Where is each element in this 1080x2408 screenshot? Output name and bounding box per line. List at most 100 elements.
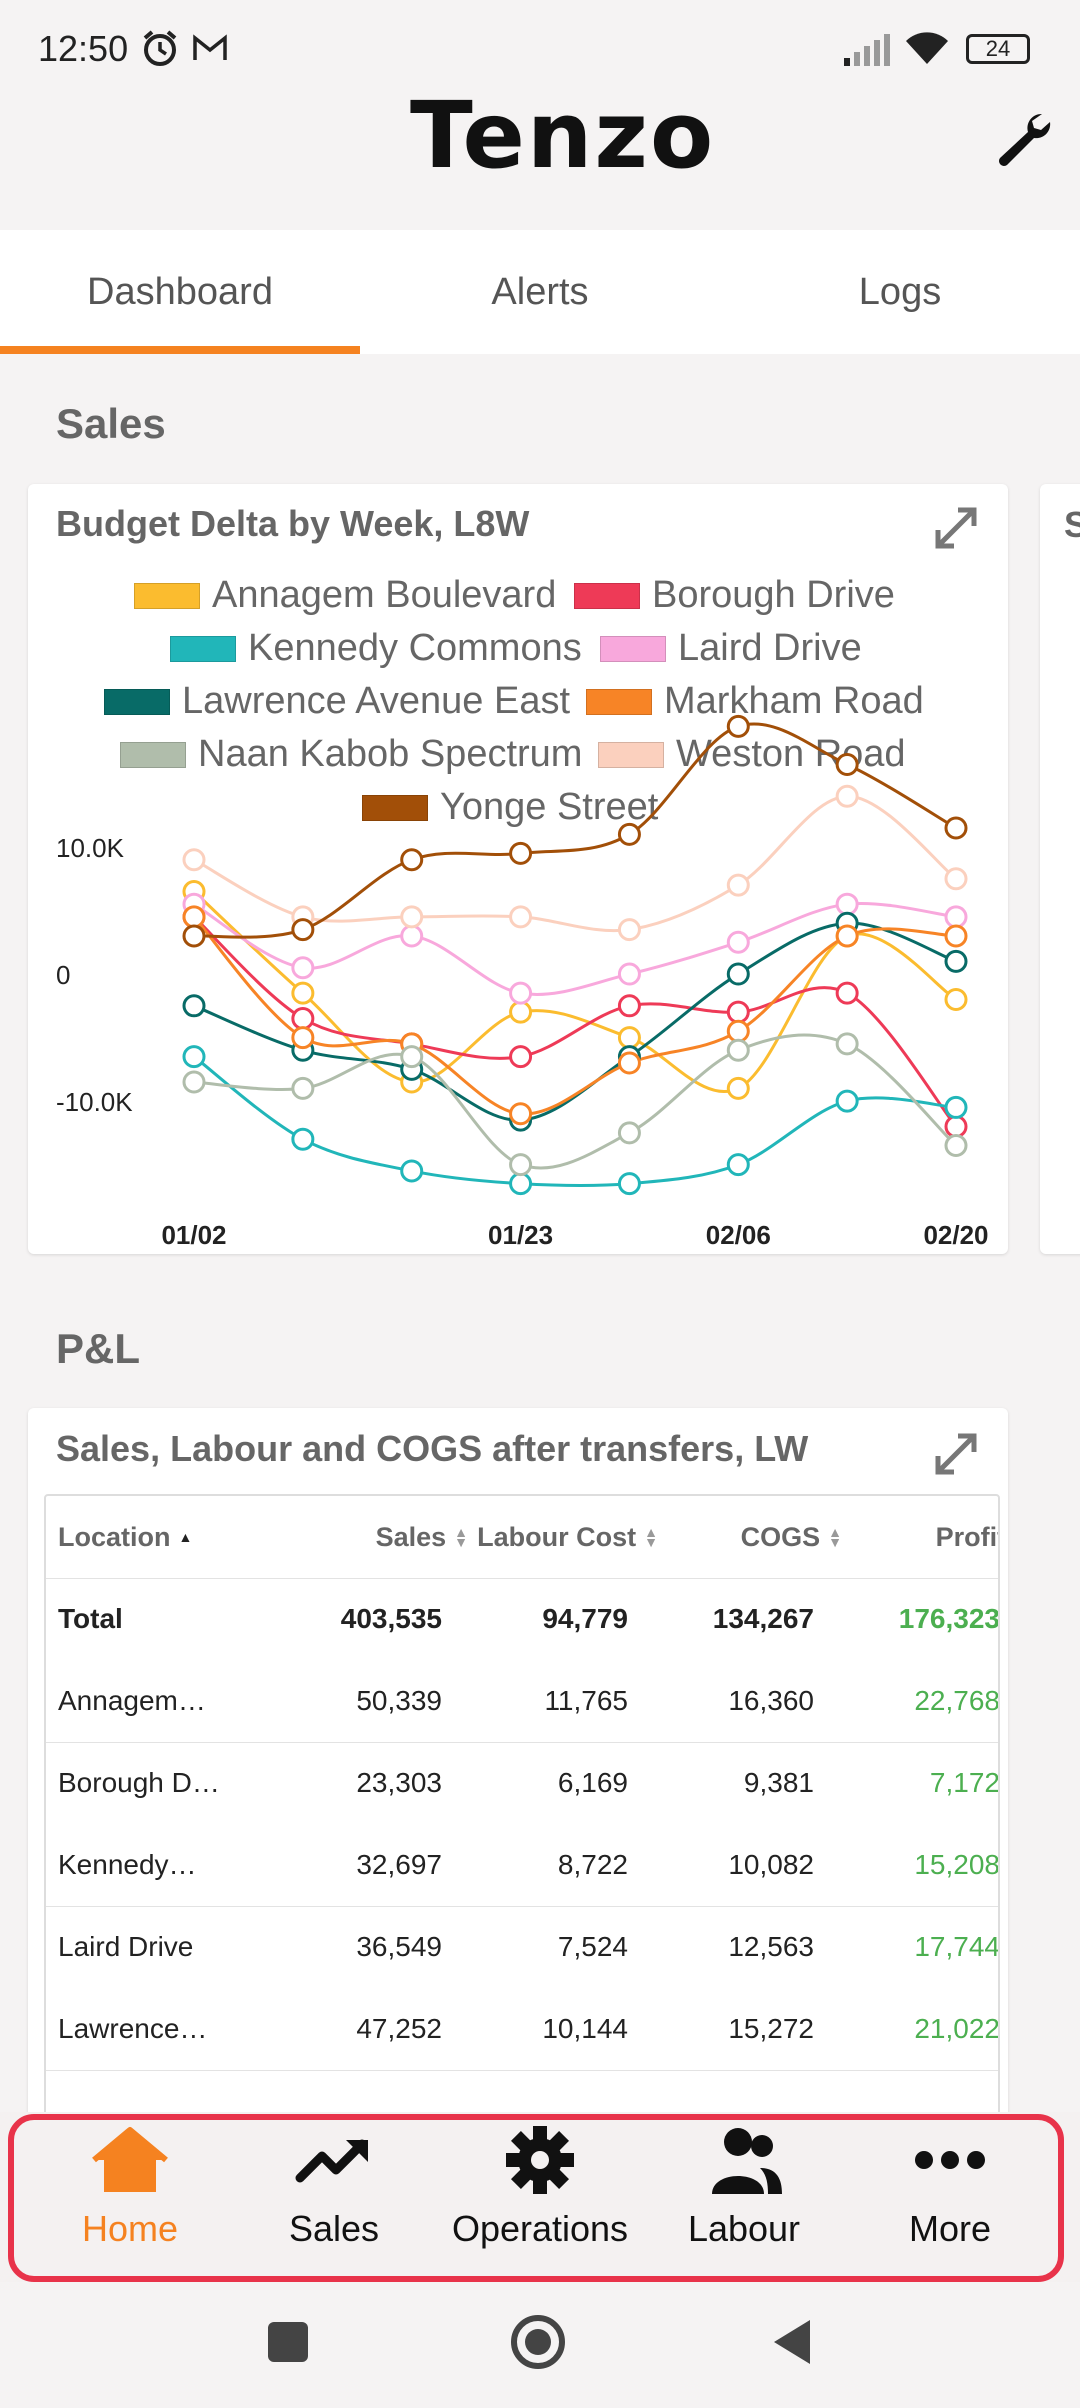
tab-alerts[interactable]: Alerts: [491, 270, 589, 313]
series-line: [193, 1055, 957, 1188]
data-point: [182, 924, 206, 948]
cell-location: Borough D…: [58, 1767, 220, 1798]
gear-icon: [506, 2126, 574, 2194]
tab-logs[interactable]: Logs: [858, 270, 942, 313]
cell-sales: 36,549: [356, 1931, 442, 1962]
row-divider: [46, 1578, 998, 1579]
data-point: [291, 956, 315, 980]
data-point: [835, 924, 859, 948]
nav-more[interactable]: More: [850, 2124, 1050, 2274]
legend-item[interactable]: Weston Road: [598, 733, 906, 776]
expand-icon[interactable]: [930, 1428, 982, 1480]
sort-asc-icon: ▲: [178, 1529, 193, 1545]
nav-sales[interactable]: Sales: [234, 2124, 434, 2274]
bottom-nav-highlight: [8, 2114, 1064, 2282]
data-point: [400, 848, 424, 872]
cell-sales: 23,303: [356, 1767, 442, 1798]
nav-label: More: [908, 2208, 992, 2249]
wrench-icon[interactable]: [994, 110, 1054, 170]
sort-icon: ▲ ▼: [828, 1524, 842, 1550]
tab-bar: Dashboard Alerts Logs: [0, 230, 1080, 354]
cell-sales: 47,252: [356, 2013, 442, 2044]
legend-swatch: [134, 582, 200, 609]
back-button[interactable]: [770, 2318, 814, 2366]
pl-section-title: P&L: [56, 1325, 140, 1372]
data-point: [291, 1007, 315, 1031]
nav-label: Operations: [451, 2208, 629, 2249]
cell-profit: 21,022: [914, 2013, 1000, 2044]
legend-item[interactable]: Markham Road: [586, 680, 924, 723]
sort-icon: ▲ ▼: [644, 1524, 658, 1550]
row-divider: [46, 2070, 998, 2071]
nav-labour[interactable]: Labour: [644, 2124, 844, 2274]
data-point: [835, 1032, 859, 1056]
data-point: [835, 784, 859, 808]
data-point: [617, 994, 641, 1018]
budget-delta-chart: 10.0K 0 -10.0K 01/02 01/23 02/06 02/20: [56, 714, 989, 1250]
nav-label: Labour: [687, 2208, 801, 2249]
budget-delta-title: Budget Delta by Week, L8W: [56, 503, 530, 544]
data-point: [400, 1159, 424, 1183]
legend-swatch: [104, 688, 170, 715]
column-header-sales[interactable]: Sales ▲ ▼: [375, 1521, 468, 1552]
nav-operations[interactable]: Operations: [440, 2124, 640, 2274]
cell-labour: 11,765: [544, 1685, 628, 1716]
table-row[interactable]: Lawrence… 47,252 10,144 15,272 21,022: [46, 1988, 998, 2070]
cell-cogs: 10,082: [728, 1849, 814, 1880]
data-point: [291, 1026, 315, 1050]
nav-home[interactable]: Home: [30, 2124, 230, 2274]
legend-item[interactable]: Kennedy Commons: [170, 627, 582, 670]
battery-level: 24: [985, 36, 1011, 61]
y-tick-label: -10.0K: [56, 1087, 133, 1117]
table-row-total[interactable]: Total 403,535 94,779 134,267 176,323: [46, 1578, 998, 1660]
wifi-icon: [906, 32, 948, 64]
cell-location: Laird Drive: [58, 1931, 194, 1962]
legend-item[interactable]: Laird Drive: [600, 627, 862, 670]
column-header-location[interactable]: Location ▲: [58, 1521, 193, 1552]
legend-item[interactable]: Borough Drive: [574, 574, 895, 617]
cell-location: Lawrence…: [58, 2013, 208, 2044]
data-point: [726, 1000, 750, 1024]
column-header-profit[interactable]: Profit▲▼: [935, 1521, 1000, 1552]
recents-button[interactable]: [268, 2322, 308, 2362]
y-tick-label: 10.0K: [56, 833, 125, 863]
column-header-cogs[interactable]: COGS ▲ ▼: [740, 1521, 842, 1552]
legend-item[interactable]: Lawrence Avenue East: [104, 680, 570, 723]
legend-item[interactable]: Annagem Boulevard: [134, 574, 556, 617]
cell-location: Annagem…: [58, 1685, 206, 1716]
data-point: [835, 1089, 859, 1113]
status-time: 12:50: [38, 28, 129, 69]
signal-icon: [844, 34, 890, 66]
expand-icon[interactable]: [930, 502, 982, 554]
table-row[interactable]: Laird Drive 36,549 7,524 12,563 17,744: [46, 1906, 998, 1988]
gmail-icon: [193, 34, 227, 60]
next-card-peek[interactable]: S: [1040, 484, 1080, 1254]
legend-swatch: [170, 635, 236, 662]
data-point: [726, 1038, 750, 1062]
data-point: [617, 1051, 641, 1075]
cell-cogs: 12,563: [728, 1931, 814, 1962]
data-point: [400, 924, 424, 948]
data-point: [509, 905, 533, 929]
x-tick-label: 02/06: [706, 1220, 771, 1250]
home-icon: [92, 2127, 168, 2192]
row-divider: [46, 1742, 998, 1743]
legend-item[interactable]: Yonge Street: [362, 786, 658, 829]
data-point: [182, 1070, 206, 1094]
table-row[interactable]: Annagem… 50,339 11,765 16,360 22,768: [46, 1660, 998, 1742]
cell-labour: 10,144: [542, 2013, 628, 2044]
data-point: [509, 1153, 533, 1177]
table-row[interactable]: Borough D… 23,303 6,169 9,381 7,172: [46, 1742, 998, 1824]
y-tick-label: 0: [56, 960, 70, 990]
battery-icon: 24: [966, 34, 1030, 64]
tab-dashboard[interactable]: Dashboard: [87, 270, 273, 313]
legend-swatch: [362, 794, 428, 821]
cell-cogs: 16,360: [728, 1685, 814, 1716]
x-tick-label: 01/23: [488, 1220, 553, 1250]
home-system-button[interactable]: [510, 2314, 566, 2370]
legend-item[interactable]: Naan Kabob Spectrum: [120, 733, 582, 776]
table-row[interactable]: Kennedy… 32,697 8,722 10,082 15,208: [46, 1824, 998, 1906]
data-point: [182, 994, 206, 1018]
data-point: [509, 981, 533, 1005]
column-header-labour-cost[interactable]: Labour Cost ▲ ▼: [477, 1521, 658, 1552]
